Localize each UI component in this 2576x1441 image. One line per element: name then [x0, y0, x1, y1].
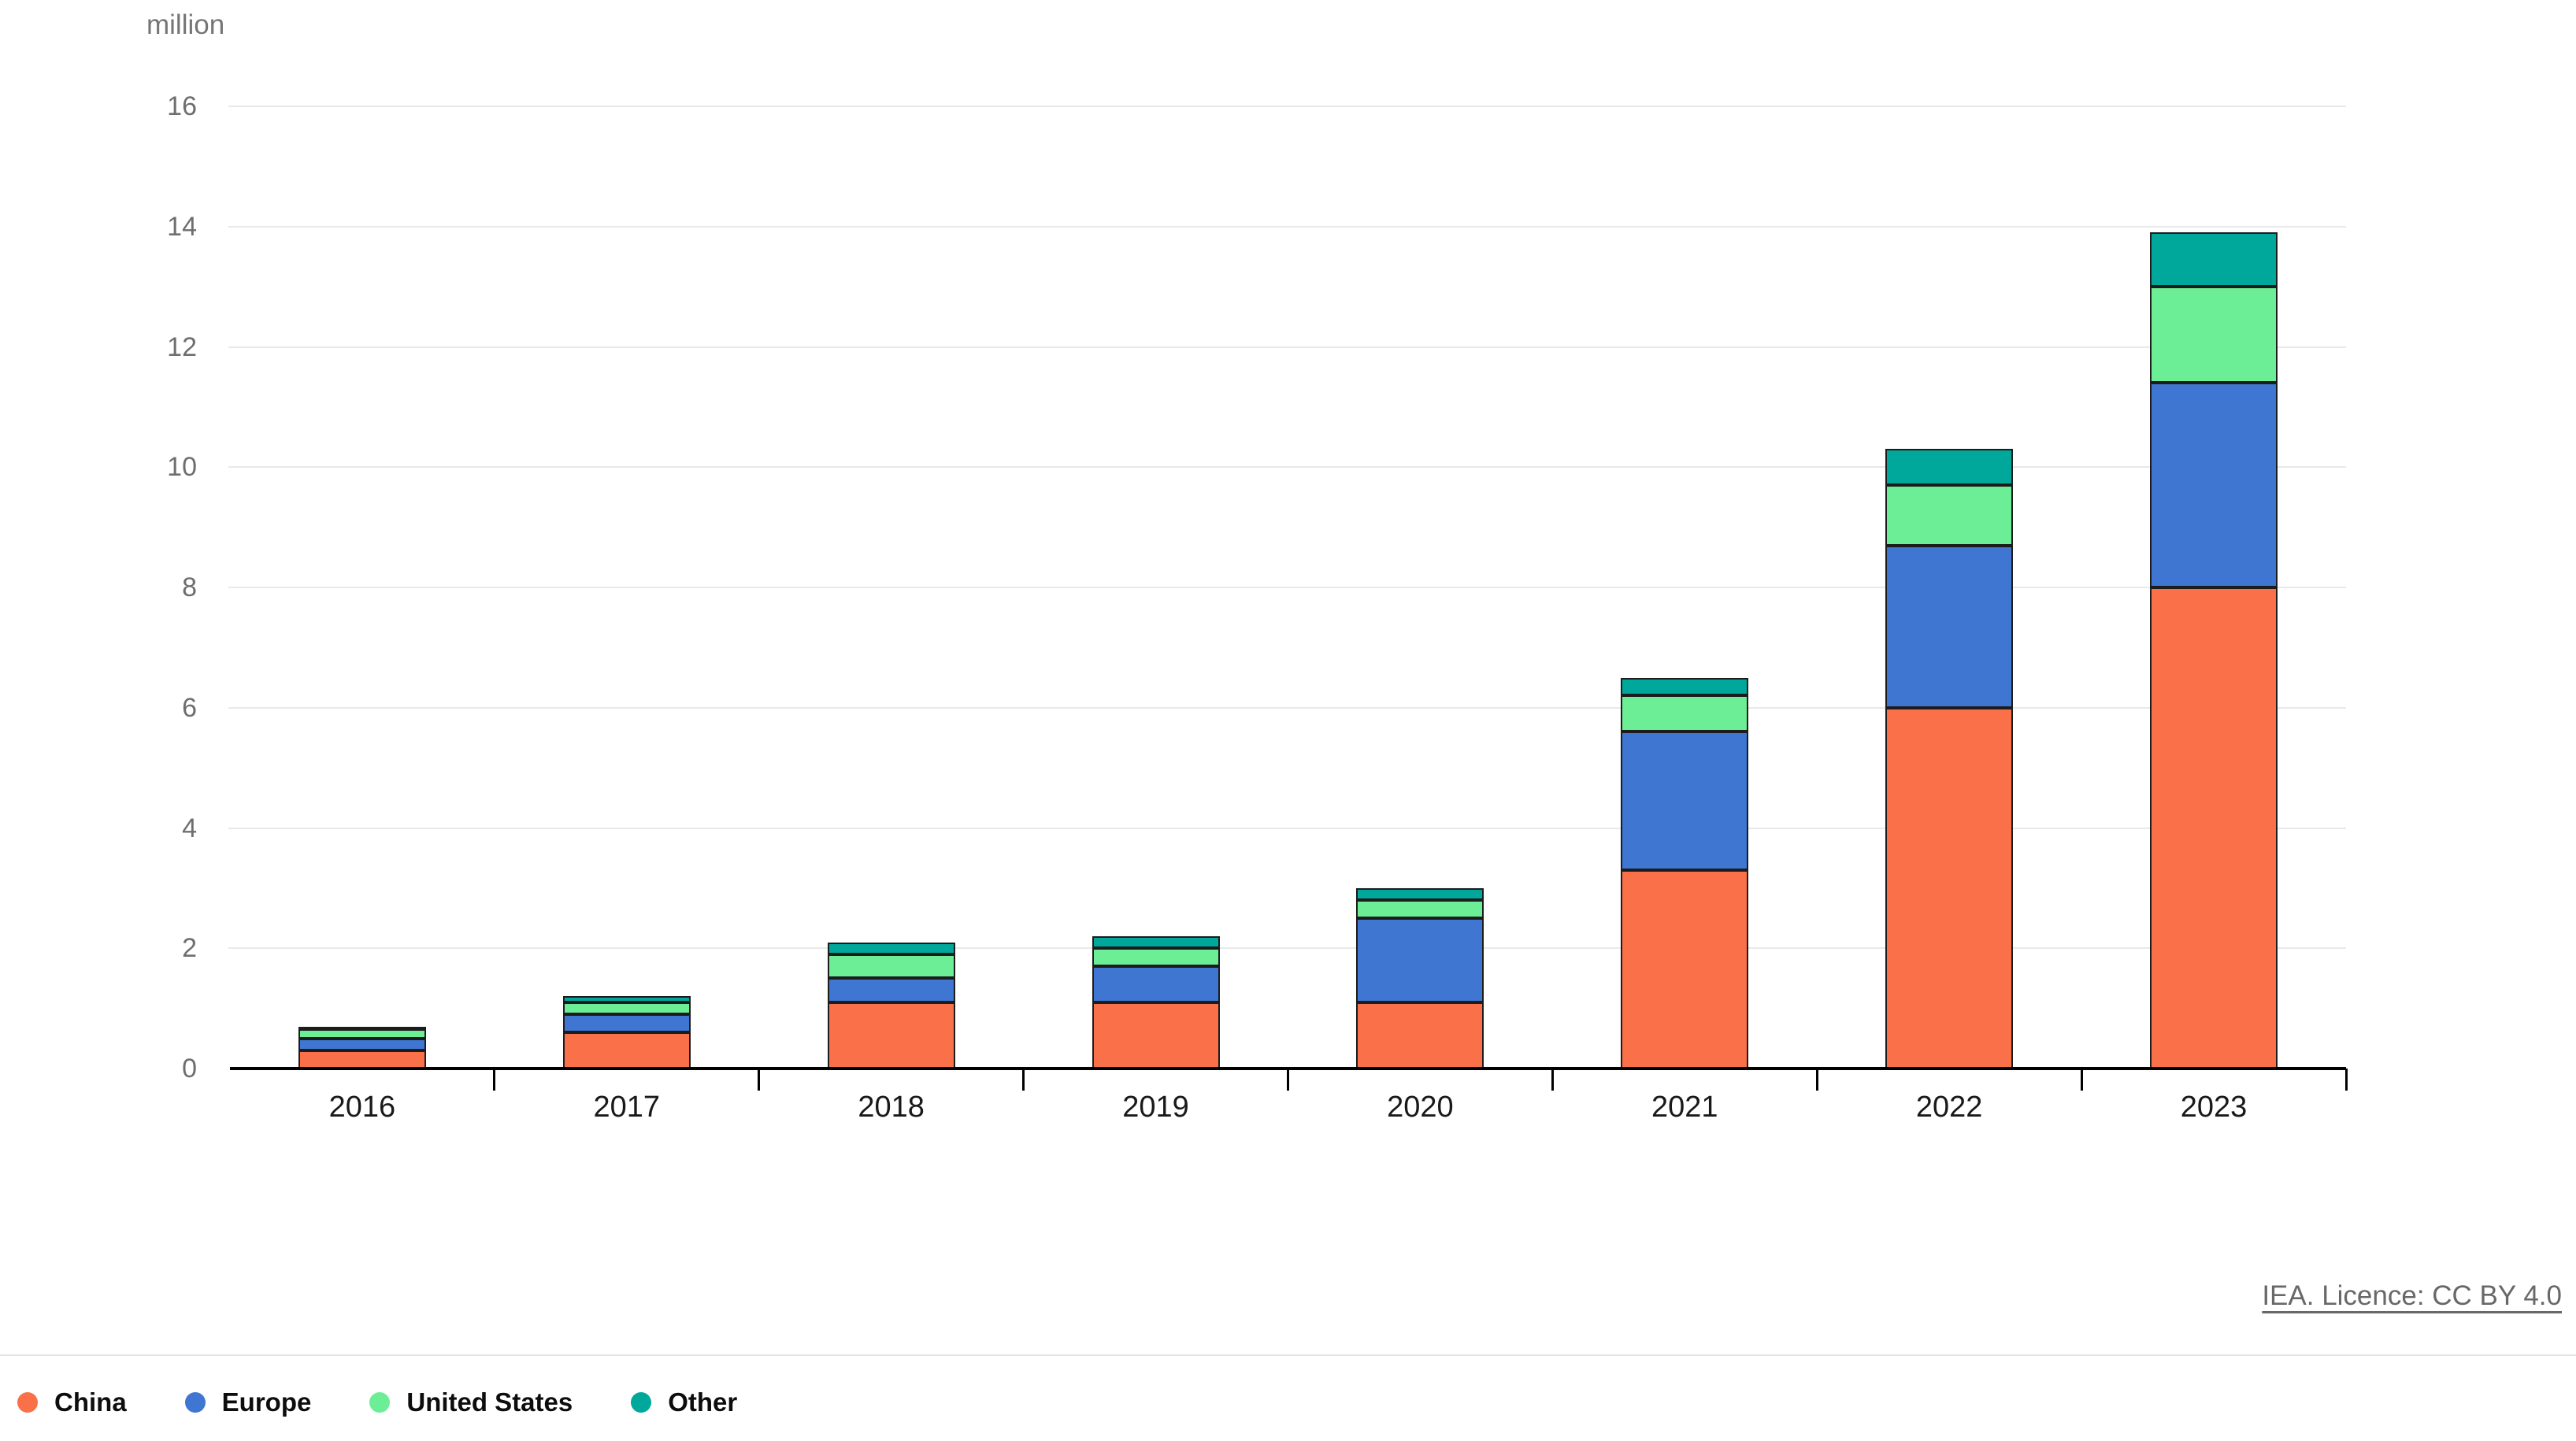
bar-segment-china-2023[interactable] — [2150, 587, 2278, 1069]
x-axis-label-2018: 2018 — [858, 1091, 925, 1124]
legend-dot-united-states-icon — [369, 1392, 391, 1413]
gridline-2 — [228, 947, 2346, 950]
bar-segment-china-2022[interactable] — [1885, 707, 2014, 1069]
legend-item-europe[interactable]: Europe — [184, 1387, 312, 1417]
bar-segment-china-2018[interactable] — [827, 1002, 955, 1069]
bar-segment-other-2021[interactable] — [1621, 677, 1749, 696]
gridline-4 — [228, 827, 2346, 829]
x-axis-tick — [493, 1069, 496, 1091]
bar-segment-united-states-2023[interactable] — [2150, 287, 2278, 383]
source-link[interactable]: IEA. Licence: CC BY 4.0 — [2262, 1280, 2562, 1311]
bar-segment-united-states-2016[interactable] — [298, 1029, 426, 1039]
gridline-8 — [228, 587, 2346, 588]
bar-segment-united-states-2020[interactable] — [1356, 900, 1484, 919]
legend-label-other: Other — [668, 1387, 738, 1417]
bar-segment-other-2019[interactable] — [1092, 935, 1220, 949]
bar-segment-europe-2017[interactable] — [562, 1014, 691, 1033]
bar-segment-europe-2023[interactable] — [2150, 383, 2278, 587]
bar-segment-other-2023[interactable] — [2150, 232, 2278, 287]
x-axis-tick — [1287, 1069, 1289, 1091]
gridline-6 — [228, 706, 2346, 709]
bar-segment-other-2016[interactable] — [298, 1026, 426, 1030]
bar-segment-europe-2016[interactable] — [298, 1038, 426, 1051]
legend: China Europe United States Other — [17, 1387, 737, 1417]
gridline-14 — [228, 225, 2346, 228]
y-axis-tick-label-6: 6 — [182, 692, 197, 723]
y-axis-tick-label-12: 12 — [167, 332, 197, 362]
y-axis-tick-label-16: 16 — [167, 91, 197, 121]
bar-segment-china-2021[interactable] — [1621, 869, 1749, 1069]
y-axis-tick-label-10: 10 — [167, 452, 197, 483]
y-axis-tick-label-8: 8 — [182, 572, 197, 602]
bar-segment-united-states-2019[interactable] — [1092, 948, 1220, 967]
bar-segment-other-2017[interactable] — [562, 996, 691, 1002]
gridline-12 — [228, 346, 2346, 348]
bar-segment-other-2018[interactable] — [827, 942, 955, 954]
bar-segment-united-states-2022[interactable] — [1885, 485, 2014, 546]
x-axis-tick — [2080, 1069, 2083, 1091]
bar-segment-united-states-2017[interactable] — [562, 1002, 691, 1015]
legend-label-united-states: United States — [406, 1387, 573, 1417]
y-axis-tick-label-2: 2 — [182, 933, 197, 964]
bar-segment-china-2017[interactable] — [562, 1032, 691, 1069]
bar-segment-other-2020[interactable] — [1356, 887, 1484, 901]
y-axis-tick-label-0: 0 — [182, 1054, 197, 1084]
x-axis-label-2017: 2017 — [593, 1091, 661, 1124]
legend-label-china: China — [54, 1387, 127, 1417]
legend-item-other[interactable]: Other — [631, 1387, 737, 1417]
bar-segment-europe-2021[interactable] — [1621, 732, 1749, 870]
x-axis-tick — [1551, 1069, 1554, 1091]
y-axis-tick-label-4: 4 — [182, 813, 197, 843]
x-axis-label-2019: 2019 — [1122, 1091, 1189, 1124]
y-axis-tick-label-14: 14 — [167, 211, 197, 242]
x-axis-tick — [758, 1069, 761, 1091]
bar-segment-china-2016[interactable] — [298, 1050, 426, 1069]
bar-segment-europe-2020[interactable] — [1356, 918, 1484, 1002]
bar-segment-other-2022[interactable] — [1885, 449, 2014, 486]
bar-segment-united-states-2021[interactable] — [1621, 695, 1749, 732]
bar-segment-europe-2019[interactable] — [1092, 966, 1220, 1002]
x-axis-tick — [1022, 1069, 1025, 1091]
x-axis-label-2020: 2020 — [1387, 1091, 1454, 1124]
y-axis-unit-label: million — [146, 9, 225, 40]
bar-segment-china-2019[interactable] — [1092, 1002, 1220, 1069]
x-axis-label-2023: 2023 — [2180, 1091, 2248, 1124]
legend-divider — [0, 1354, 2576, 1356]
legend-item-china[interactable]: China — [17, 1387, 127, 1417]
gridline-16 — [228, 106, 2346, 107]
x-axis-label-2021: 2021 — [1651, 1091, 1718, 1124]
legend-label-europe: Europe — [221, 1387, 312, 1417]
x-axis-label-2016: 2016 — [328, 1091, 396, 1124]
legend-dot-europe-icon — [184, 1392, 206, 1413]
x-axis-tick — [1815, 1069, 1818, 1091]
gridline-10 — [228, 466, 2346, 469]
x-axis-label-2022: 2022 — [1915, 1091, 1983, 1124]
legend-item-united-states[interactable]: United States — [369, 1387, 573, 1417]
legend-dot-other-icon — [631, 1392, 652, 1413]
bar-segment-united-states-2018[interactable] — [827, 954, 955, 979]
bar-segment-china-2020[interactable] — [1356, 1002, 1484, 1069]
bar-segment-europe-2018[interactable] — [827, 978, 955, 1002]
legend-dot-china-icon — [17, 1392, 38, 1413]
x-axis-tick — [2344, 1069, 2348, 1091]
bar-segment-europe-2022[interactable] — [1885, 545, 2014, 708]
